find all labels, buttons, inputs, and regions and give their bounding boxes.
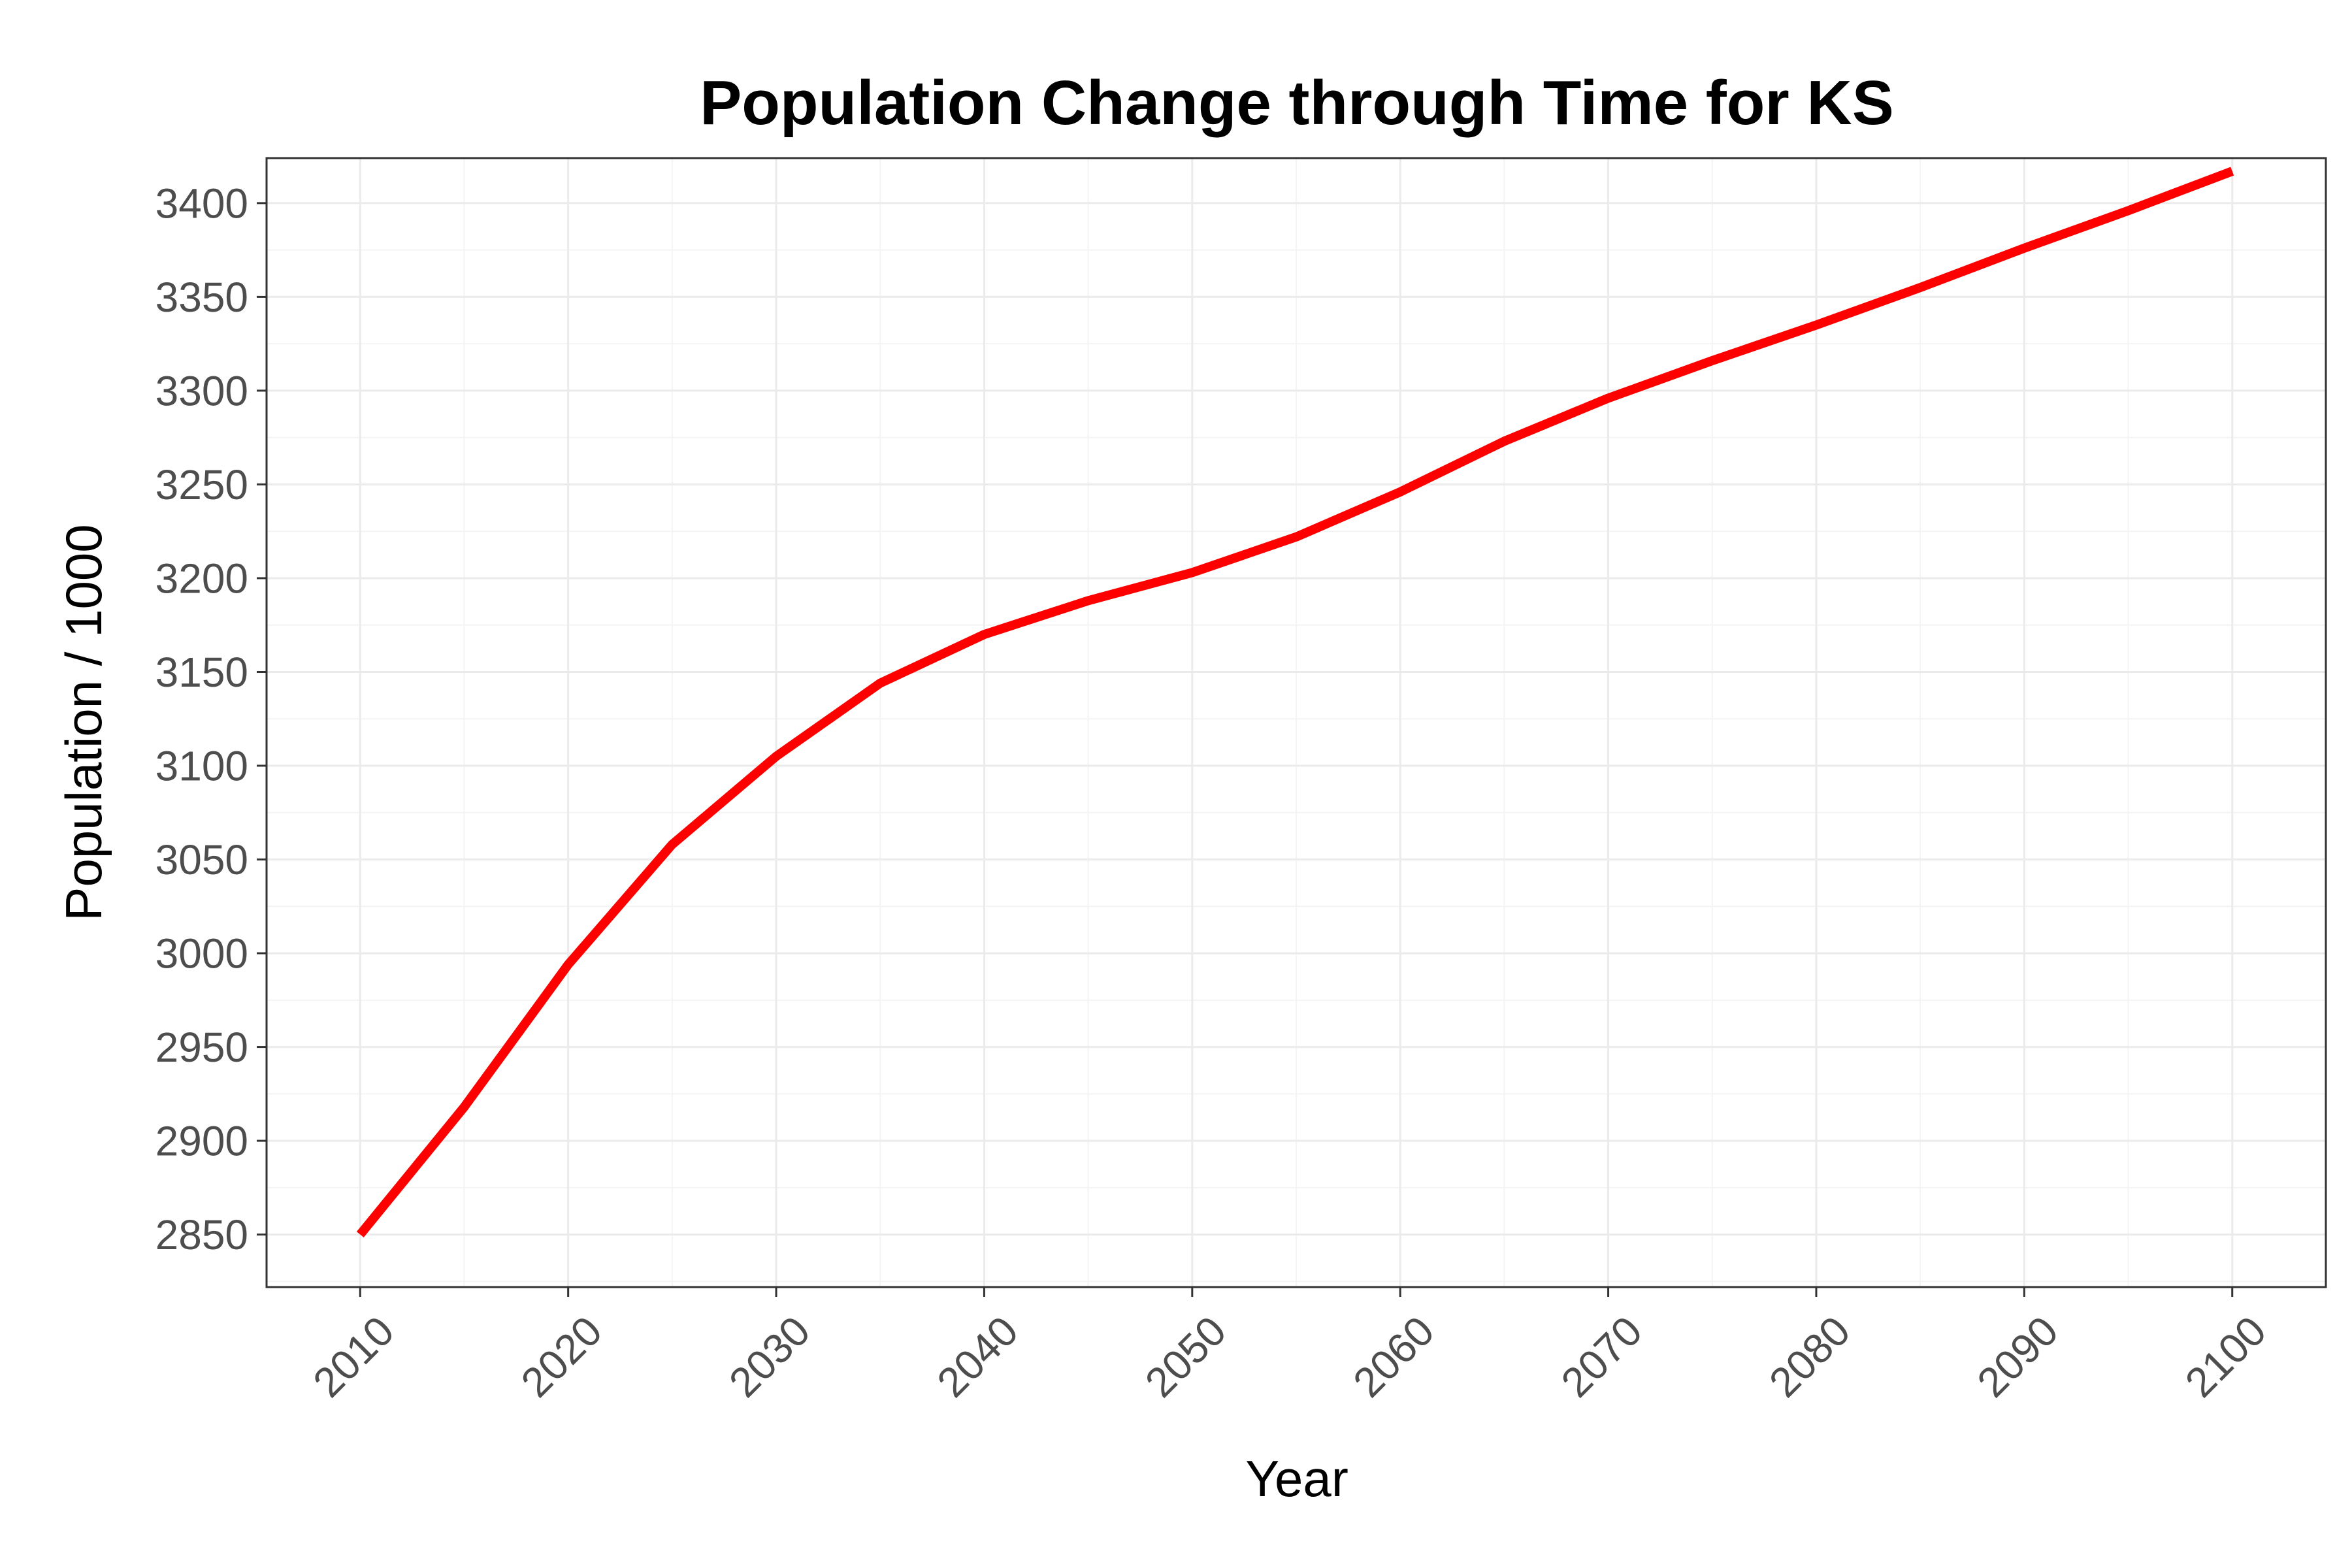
y-tick-label: 3200 — [155, 555, 248, 602]
y-tick-label: 3050 — [155, 836, 248, 883]
y-axis: 2850 2900 2950 3000 3050 3100 3150 3200 3250 3300… — [155, 180, 267, 1258]
y-tick-label: 2850 — [155, 1211, 248, 1258]
y-tick-label: 2950 — [155, 1024, 248, 1071]
series-line — [356, 167, 2234, 1238]
chart-title: Population Change through Time for KS — [700, 68, 1894, 138]
y-tick-label: 3100 — [155, 742, 248, 789]
y-axis-title: Population / 1000 — [55, 524, 112, 921]
y-tick-label: 3400 — [155, 180, 248, 227]
y-tick-label: 3300 — [155, 367, 248, 414]
y-tick-label: 3350 — [155, 274, 248, 321]
grid-lines — [267, 158, 2326, 1287]
x-axis-title: Year — [1245, 1450, 1348, 1507]
y-tick-label: 3000 — [155, 930, 248, 977]
series-lines — [356, 167, 2234, 1238]
y-tick-label: 3150 — [155, 649, 248, 696]
y-tick-label: 2900 — [155, 1118, 248, 1165]
y-tick-label: 3250 — [155, 461, 248, 508]
plot-panel-border — [265, 157, 2327, 1288]
